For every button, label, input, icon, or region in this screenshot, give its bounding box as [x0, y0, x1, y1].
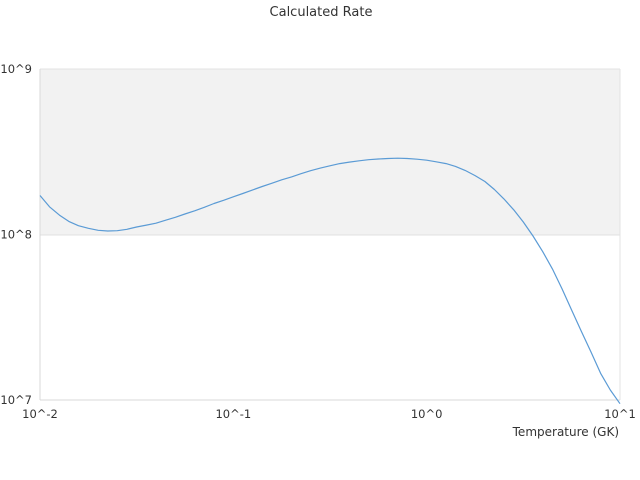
x-tick-label: 10^1 [604, 407, 636, 421]
y-tick-label: 10^7 [0, 393, 32, 407]
y-tick-label: 10^8 [0, 228, 32, 242]
series-group [39, 157, 621, 405]
rate-series-line [39, 157, 621, 405]
x-tick-label: 10^0 [411, 407, 443, 421]
x-axis-label: Temperature (GK) [512, 425, 619, 439]
y-tick-label: 10^9 [0, 62, 32, 76]
x-tick-label: 10^-2 [22, 407, 58, 421]
plot-band-upper [40, 69, 620, 235]
x-tick-label: 10^-1 [215, 407, 251, 421]
axis-ticks: 10^-2 10^-1 10^0 10^1 10^7 10^8 10^9 [0, 62, 635, 421]
chart-title: Calculated Rate [270, 5, 373, 20]
